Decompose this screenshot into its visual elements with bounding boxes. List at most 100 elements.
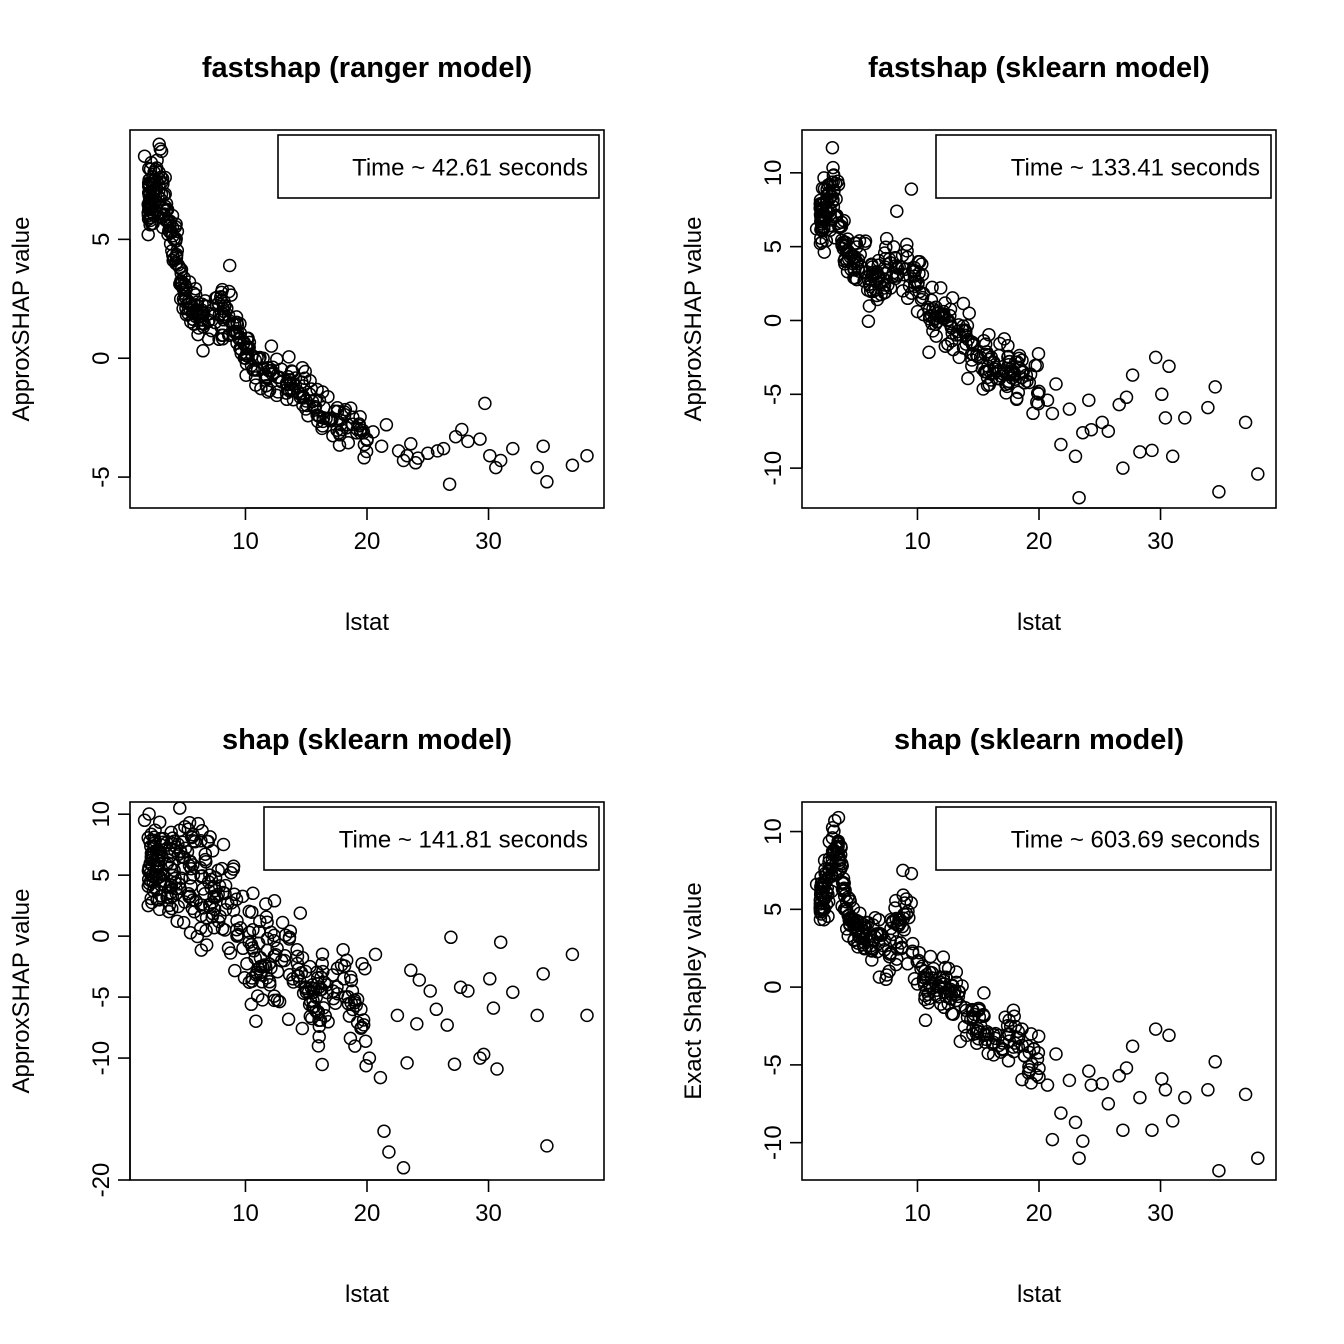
data-point bbox=[144, 216, 159, 231]
data-point bbox=[316, 414, 330, 429]
data-point bbox=[312, 1019, 327, 1033]
points bbox=[809, 140, 1265, 505]
data-point bbox=[843, 894, 857, 909]
data-point bbox=[493, 935, 508, 949]
data-point bbox=[945, 979, 960, 993]
data-point bbox=[936, 950, 951, 964]
data-point bbox=[318, 1009, 332, 1023]
data-point bbox=[1022, 1062, 1037, 1077]
data-point bbox=[255, 361, 270, 375]
data-point bbox=[200, 834, 215, 849]
data-point bbox=[980, 378, 995, 393]
data-point bbox=[315, 1057, 329, 1072]
y-tick-label: -10 bbox=[760, 1125, 787, 1160]
data-point bbox=[226, 862, 241, 876]
x-axis-label: lstat bbox=[1017, 1281, 1061, 1308]
data-point bbox=[314, 970, 328, 985]
data-point bbox=[235, 889, 250, 904]
data-point bbox=[1208, 380, 1222, 394]
legend-box bbox=[935, 806, 1272, 871]
data-point bbox=[170, 243, 185, 258]
data-point bbox=[1238, 415, 1253, 430]
legend: Time ~ 133.41 seconds bbox=[935, 134, 1272, 199]
data-point bbox=[852, 234, 867, 248]
data-point bbox=[987, 1028, 1001, 1042]
data-point bbox=[336, 942, 350, 957]
data-point bbox=[817, 245, 832, 259]
data-point bbox=[295, 1021, 310, 1036]
legend-text: Time ~ 603.69 seconds bbox=[1011, 827, 1260, 854]
y-tick-label: -20 bbox=[88, 1163, 115, 1198]
data-point bbox=[486, 1001, 501, 1015]
data-point bbox=[345, 417, 360, 431]
data-point bbox=[872, 970, 887, 984]
data-point bbox=[141, 831, 155, 845]
data-point bbox=[1002, 1013, 1016, 1028]
data-point bbox=[270, 941, 284, 956]
data-point bbox=[914, 292, 929, 307]
data-point bbox=[270, 993, 285, 1008]
data-point bbox=[356, 1013, 371, 1027]
data-point bbox=[862, 299, 877, 313]
data-point bbox=[904, 866, 919, 881]
data-point bbox=[348, 1039, 362, 1053]
data-point bbox=[222, 313, 236, 328]
data-point bbox=[150, 861, 165, 876]
x-tick-label: 30 bbox=[1147, 1200, 1174, 1227]
panel-shap-sklearn-approx: shap (sklearn model) lstat ApproxSHAP va… bbox=[8, 724, 605, 1308]
y-tick-label: 0 bbox=[88, 352, 115, 365]
data-point bbox=[816, 208, 831, 223]
y-axis-label: ApproxSHAP value bbox=[8, 216, 35, 421]
data-point bbox=[530, 460, 544, 475]
data-point bbox=[879, 231, 894, 246]
data-point bbox=[241, 331, 255, 346]
x-tick-label: 20 bbox=[1026, 1200, 1053, 1227]
data-point bbox=[286, 392, 301, 407]
data-point bbox=[423, 984, 437, 998]
data-point bbox=[1082, 393, 1096, 407]
x-tick-label: 10 bbox=[904, 1200, 931, 1227]
data-point bbox=[994, 1045, 1008, 1059]
data-point bbox=[1001, 1054, 1016, 1068]
panel-shap-sklearn-exact: shap (sklearn model) lstat Exact Shapley… bbox=[680, 724, 1277, 1308]
data-point bbox=[1112, 397, 1126, 412]
data-point bbox=[447, 1057, 462, 1071]
data-point bbox=[222, 284, 236, 299]
data-point bbox=[242, 341, 256, 356]
data-point bbox=[301, 408, 315, 423]
data-point bbox=[164, 886, 178, 900]
data-point bbox=[151, 189, 165, 203]
legend: Time ~ 42.61 seconds bbox=[277, 134, 600, 199]
data-point bbox=[146, 875, 160, 889]
data-point bbox=[144, 846, 159, 861]
data-point bbox=[1031, 1029, 1046, 1044]
data-point bbox=[565, 458, 580, 472]
data-point bbox=[993, 336, 1007, 351]
data-point bbox=[233, 921, 248, 935]
data-point bbox=[169, 840, 184, 855]
data-point bbox=[907, 269, 922, 283]
data-point bbox=[945, 1006, 959, 1021]
data-point bbox=[342, 1009, 357, 1023]
data-point bbox=[410, 1017, 424, 1031]
data-point bbox=[1011, 1031, 1026, 1045]
data-point bbox=[230, 914, 244, 928]
data-point bbox=[835, 238, 849, 252]
data-point bbox=[355, 956, 369, 971]
data-point bbox=[826, 160, 840, 175]
data-point bbox=[821, 887, 835, 902]
data-point bbox=[390, 1008, 405, 1023]
data-point bbox=[980, 1024, 994, 1039]
data-point bbox=[833, 862, 848, 876]
data-point bbox=[998, 1010, 1012, 1024]
data-point bbox=[269, 947, 283, 962]
y-tick-label: 5 bbox=[760, 240, 787, 253]
data-point bbox=[249, 1014, 263, 1028]
data-point bbox=[922, 345, 936, 360]
data-point bbox=[1031, 387, 1046, 401]
x-tick-label: 20 bbox=[1026, 528, 1053, 555]
data-point bbox=[1165, 1114, 1180, 1128]
data-point bbox=[1012, 348, 1027, 363]
data-point bbox=[262, 975, 277, 989]
data-point bbox=[909, 274, 923, 289]
